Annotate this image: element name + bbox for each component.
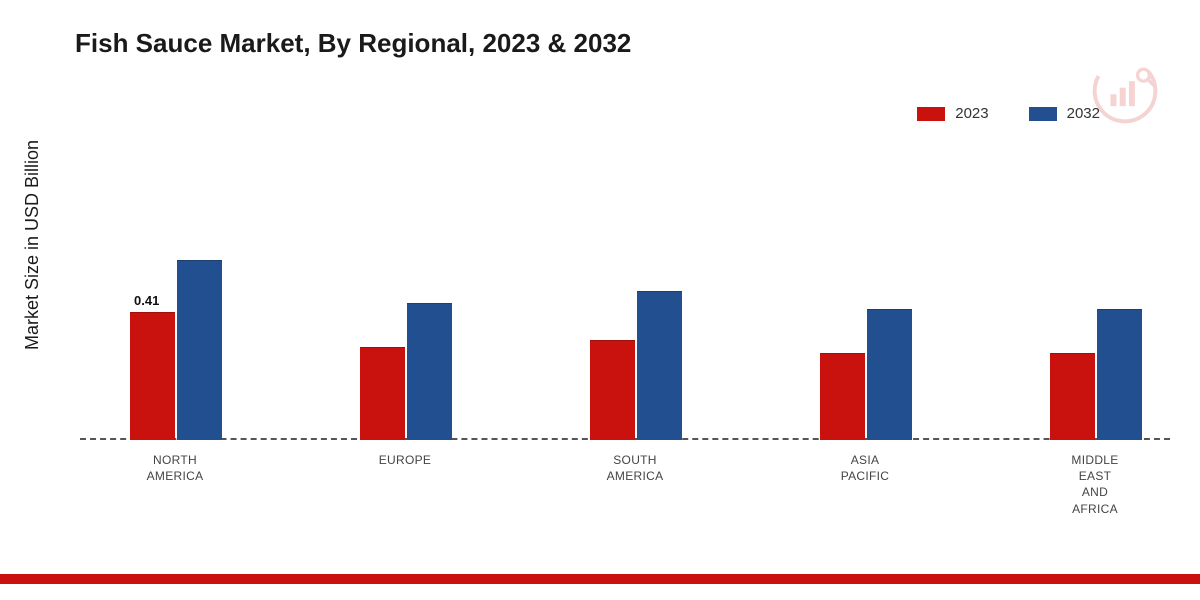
bar-group [130,260,240,440]
bar-group [1050,309,1160,440]
bar [130,312,175,440]
bar [407,303,452,440]
x-category-label: MIDDLE EAST AND AFRICA [1030,452,1160,517]
x-category-label: ASIA PACIFIC [800,452,930,484]
x-category-label: EUROPE [340,452,470,468]
bar [820,353,865,440]
chart-title: Fish Sauce Market, By Regional, 2023 & 2… [75,28,631,59]
bar [1097,309,1142,440]
bar-value-label: 0.41 [134,293,159,308]
brand-logo-icon [1092,58,1158,124]
bar-group [590,291,700,440]
legend: 2023 2032 [917,105,1100,122]
bar-group [820,309,930,440]
x-category-label: SOUTH AMERICA [570,452,700,484]
bar [590,340,635,440]
chart-plot-area: 0.41 [80,160,1170,440]
bar [360,347,405,440]
legend-item-2023: 2023 [917,105,988,122]
x-category-label: NORTH AMERICA [110,452,240,484]
bar [637,291,682,440]
footer-accent-bar [0,574,1200,584]
legend-swatch-2023 [917,107,945,121]
legend-label-2023: 2023 [955,105,988,122]
legend-label-2032: 2032 [1067,105,1100,122]
legend-item-2032: 2032 [1029,105,1100,122]
bar [1050,353,1095,440]
y-axis-label: Market Size in USD Billion [22,140,43,350]
bar [867,309,912,440]
bar-group [360,303,470,440]
bar [177,260,222,440]
legend-swatch-2032 [1029,107,1057,121]
